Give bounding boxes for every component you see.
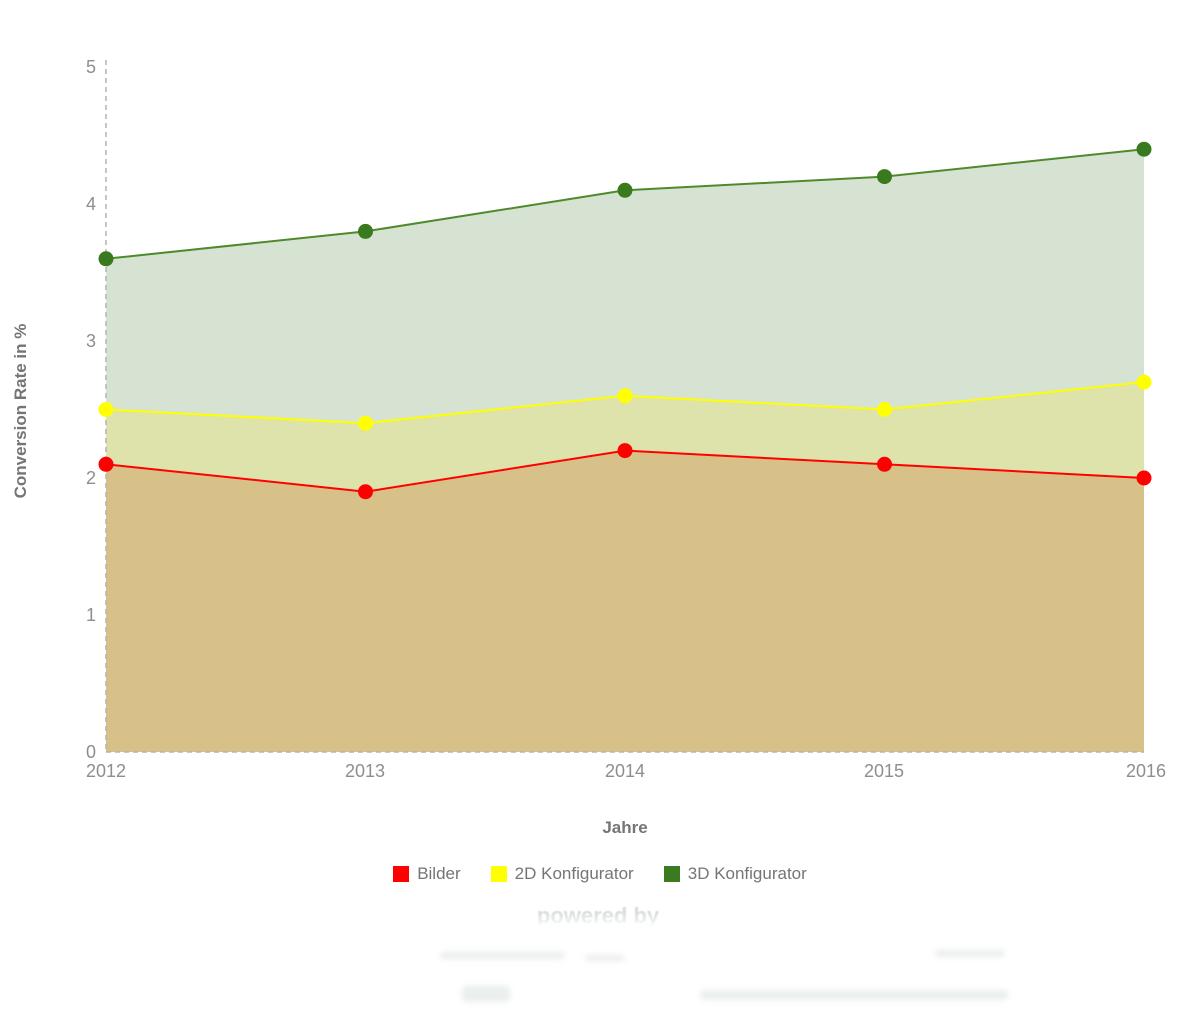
legend-swatch-green: [663, 866, 680, 882]
data-point-2d-konfigurator-2012[interactable]: [98, 402, 114, 417]
y-tick-label: 5: [85, 57, 96, 77]
watermark-smudge: [440, 952, 565, 959]
data-point-3d-konfigurator-2014[interactable]: [617, 182, 633, 198]
data-point-2d-konfigurator-2014[interactable]: [617, 388, 633, 404]
x-tick-label: 2012: [85, 761, 127, 781]
x-tick-label: 2016: [1125, 761, 1167, 781]
y-tick-label: 3: [85, 331, 96, 351]
legend-label: 3D Konfigurator: [687, 864, 807, 883]
data-point-2d-konfigurator-2013[interactable]: [358, 415, 373, 431]
data-point-bilder-2016[interactable]: [1136, 470, 1152, 486]
data-point-bilder-2012[interactable]: [98, 456, 114, 472]
watermark-smudge: [462, 986, 510, 1002]
y-tick-label: 0: [85, 742, 96, 762]
x-tick-label: 2015: [863, 761, 905, 781]
chart-legend: Bilder 2D Konfigurator 3D Konfigurator: [0, 864, 1200, 884]
watermark-smudge: [585, 955, 625, 961]
x-axis-title: Jahre: [602, 818, 648, 837]
x-tick-label: 2013: [344, 761, 386, 781]
data-point-3d-konfigurator-2016[interactable]: [1136, 141, 1152, 157]
data-point-bilder-2013[interactable]: [358, 484, 373, 500]
legend-item-bilder[interactable]: Bilder: [393, 864, 461, 884]
data-point-bilder-2014[interactable]: [617, 443, 633, 459]
legend-label: Bilder: [417, 864, 461, 883]
area-bilder: [106, 450, 1144, 752]
data-point-3d-konfigurator-2015[interactable]: [877, 169, 892, 185]
y-axis-title: Conversion Rate in %: [11, 323, 30, 499]
data-point-3d-konfigurator-2012[interactable]: [98, 251, 114, 267]
data-point-bilder-2015[interactable]: [877, 456, 892, 472]
legend-swatch-red: [393, 866, 410, 882]
y-tick-label: 4: [85, 194, 96, 214]
y-tick-label: 2: [85, 468, 96, 488]
legend-label: 2D Konfigurator: [514, 864, 634, 883]
data-point-3d-konfigurator-2013[interactable]: [358, 223, 373, 239]
powered-by-watermark: powered by: [536, 903, 660, 928]
legend-swatch-yellow: [490, 866, 507, 882]
legend-item-3d-konfigurator[interactable]: 3D Konfigurator: [663, 864, 807, 884]
legend-item-2d-konfigurator[interactable]: 2D Konfigurator: [490, 864, 634, 884]
data-point-2d-konfigurator-2015[interactable]: [877, 402, 892, 417]
watermark-smudge: [700, 990, 1008, 1000]
data-point-2d-konfigurator-2016[interactable]: [1136, 374, 1152, 390]
x-tick-label: 2014: [604, 761, 646, 781]
watermark-smudge: [935, 950, 1005, 957]
y-tick-label: 1: [85, 605, 96, 625]
